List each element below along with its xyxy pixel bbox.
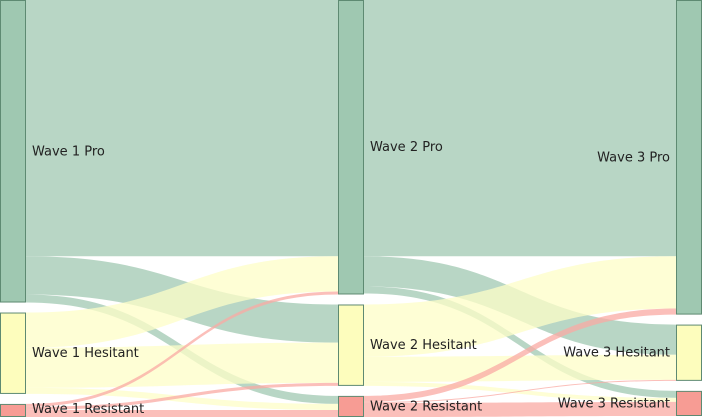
link-w1_hes-to-w2_hes [26, 342, 338, 388]
link-w2_res-to-w3_pro [364, 308, 676, 402]
link-w2_hes-to-w3_hes [364, 354, 676, 382]
node-w3-pro[interactable] [676, 0, 702, 315]
node-w1-hes[interactable] [0, 312, 26, 394]
node-w2-pro[interactable] [338, 0, 364, 295]
link-w2_res-to-w3_res [364, 401, 676, 417]
link-w1_pro-to-w2_pro [26, 0, 338, 257]
label-w3-hes: Wave 3 Hesitant [563, 346, 670, 361]
node-w1-res[interactable] [0, 403, 26, 417]
link-w1_res-to-w2_res [26, 409, 338, 417]
link-w1_res-to-w2_pro [26, 291, 338, 407]
link-w2_pro-to-w3_res [364, 286, 676, 398]
sankey-labels: Wave 1 Pro Wave 1 Hesitant Wave 1 Resistan… [32, 140, 670, 417]
node-w2-res[interactable] [338, 395, 364, 417]
label-w1-res: Wave 1 Resistant [32, 402, 144, 417]
node-w3-res[interactable] [676, 390, 702, 416]
label-w1-pro: Wave 1 Pro [32, 144, 105, 159]
link-w2_res-to-w3_hes [364, 379, 676, 403]
sankey-links [26, 0, 676, 417]
link-w2_pro-to-w3_pro [364, 0, 676, 257]
label-w1-hes: Wave 1 Hesitant [32, 346, 139, 361]
label-w2-pro: Wave 2 Pro [370, 140, 443, 155]
node-w3-hes[interactable] [676, 324, 702, 381]
link-w1_hes-to-w2_pro [26, 256, 338, 348]
label-w3-res: Wave 3 Resistant [558, 396, 670, 411]
node-w1-pro[interactable] [0, 0, 26, 303]
node-w2-hes[interactable] [338, 304, 364, 386]
link-w2_hes-to-w3_pro [364, 256, 676, 357]
label-w2-res: Wave 2 Resistant [370, 399, 482, 414]
label-w2-hes: Wave 2 Hesitant [370, 338, 477, 353]
label-w3-pro: Wave 3 Pro [597, 150, 670, 165]
link-w1_res-to-w2_hes [26, 382, 338, 410]
